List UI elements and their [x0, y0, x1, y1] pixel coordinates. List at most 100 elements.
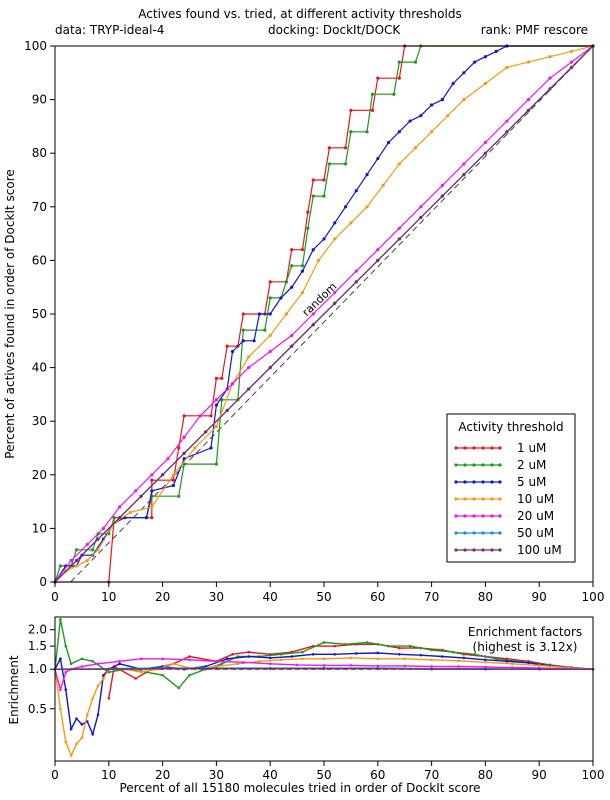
enrichment-point-2-um [80, 657, 84, 661]
enrichment-point-2-um [59, 618, 62, 621]
enrichment-point-5-um [505, 659, 509, 663]
series-point-1-um [376, 76, 380, 80]
series-point-2-um [268, 296, 272, 300]
series-point-10-um [74, 564, 79, 568]
enrichment-point-10-um [102, 677, 105, 680]
series-point-2-um [322, 194, 326, 198]
dashed-reference-line [70, 45, 594, 583]
enrichment-point-1-um [398, 646, 401, 650]
series-point-1-um [182, 414, 186, 418]
series-point-2-um [413, 60, 418, 64]
series-point-2-um [112, 516, 116, 520]
main-x-tick-label: 40 [263, 590, 278, 604]
enrichment-point-5-um [85, 720, 89, 723]
series-point-1-um [290, 248, 294, 252]
enrichment-point-100-um [268, 667, 272, 670]
enrichment-point-2-um [91, 659, 94, 663]
enrichment-point-5-um [225, 657, 229, 661]
series-point-20-um [376, 248, 380, 252]
series-point-5-um [144, 516, 149, 520]
main-y-ticks: 0 10 20 30 40 50 60 70 80 90 100 [24, 39, 55, 589]
series-point-20-um [333, 290, 337, 295]
series-point-20-um [117, 505, 122, 509]
legend-swatch-point [490, 531, 494, 535]
series-point-1-um [306, 210, 310, 214]
enrichment-point-1-um [333, 644, 337, 648]
series-point-20-um [150, 473, 154, 477]
legend-swatch-point [490, 514, 494, 518]
series-point-2-um [327, 162, 331, 166]
series-point-20-um [505, 119, 509, 123]
enrichment-point-10-um [258, 659, 261, 663]
series-point-5-um [462, 71, 466, 75]
series-point-100-um [505, 130, 509, 134]
main-x-tick-label: 70 [424, 590, 439, 604]
enrichment-subtitle: (highest is 3.12x) [473, 640, 578, 654]
enrichment-y-tick-label: 1.5 [28, 639, 47, 653]
enrichment-series-10-um [53, 656, 595, 758]
legend-swatch-point [463, 514, 467, 518]
series-point-1-um [397, 76, 401, 80]
enrichment-point-2-um [451, 650, 455, 654]
enrichment-y-ticks: 0.5 1.0 1.5 2.0 [28, 623, 55, 716]
legend-swatch-point [498, 548, 502, 552]
main-series-group [53, 44, 595, 584]
series-point-5-um [354, 189, 358, 193]
legend-swatch-point [498, 463, 502, 467]
enrichment-point-2-um [430, 648, 433, 652]
series-point-5-um [494, 49, 498, 53]
enrichment-point-10-um [96, 684, 100, 687]
enrichment-x-ticks: 0 10 20 30 40 50 60 70 80 90 100 [51, 761, 604, 782]
enrichment-point-10-um [376, 657, 380, 661]
series-point-20-um [198, 414, 202, 418]
series-point-5-um [386, 140, 391, 145]
enrichment-y-axis-label: Enrichment [7, 655, 21, 724]
legend-items: 1 uM 2 uM 5 uM 10 uM 20 uM 50 uM 100 uM [454, 441, 562, 557]
enrichment-x-tick-label: 90 [532, 768, 547, 782]
enrichment-y-tick-label: 2.0 [28, 623, 47, 637]
series-point-100-um [397, 237, 401, 241]
enrichment-point-20-um [215, 659, 218, 663]
series-20-um [53, 44, 595, 584]
legend-swatch-point [472, 463, 476, 467]
enrichment-point-2-um [344, 642, 347, 646]
enrichment-point-2-um [301, 650, 304, 654]
legend-swatch-point [498, 497, 502, 501]
series-point-2-um [91, 548, 95, 552]
enrichment-point-20-um [80, 665, 84, 668]
legend-label-2-um: 2 uM [517, 458, 546, 472]
series-point-1-um [343, 146, 348, 150]
enrichment-point-1-um [231, 652, 234, 656]
series-point-100-um [526, 108, 531, 112]
series-point-5-um [322, 237, 326, 241]
series-point-20-um [483, 140, 487, 145]
series-line-100-um [54, 45, 594, 583]
series-point-2-um [397, 60, 401, 64]
series-point-10-um [397, 162, 401, 166]
series-point-10-um [526, 60, 531, 64]
legend-swatch-point [454, 497, 458, 501]
series-point-2-um [392, 92, 396, 96]
enrichment-point-5-um [441, 655, 444, 658]
series-point-20-um [230, 382, 235, 386]
enrichment-point-5-um [484, 658, 487, 662]
series-point-2-um [343, 162, 348, 166]
legend-swatch-point [472, 446, 476, 450]
enrichment-point-10-um [91, 697, 94, 700]
legend-swatch-point [498, 514, 502, 518]
main-y-tick-label: 40 [32, 361, 47, 375]
series-point-1-um [209, 414, 213, 418]
series-point-100-um [74, 558, 79, 563]
enrichment-x-tick-label: 80 [478, 768, 493, 782]
series-point-5-um [473, 60, 477, 64]
enrichment-point-5-um [398, 652, 401, 656]
legend-swatch-point [472, 548, 476, 552]
series-point-20-um [214, 398, 218, 402]
legend-swatch-point [481, 497, 485, 501]
series-point-2-um [241, 328, 245, 332]
series-point-10-um [300, 290, 305, 295]
enrichment-point-10-um [172, 662, 175, 666]
series-point-10-um [247, 355, 251, 359]
enrichment-point-5-um [96, 713, 100, 717]
enrichment-point-20-um [322, 664, 326, 667]
